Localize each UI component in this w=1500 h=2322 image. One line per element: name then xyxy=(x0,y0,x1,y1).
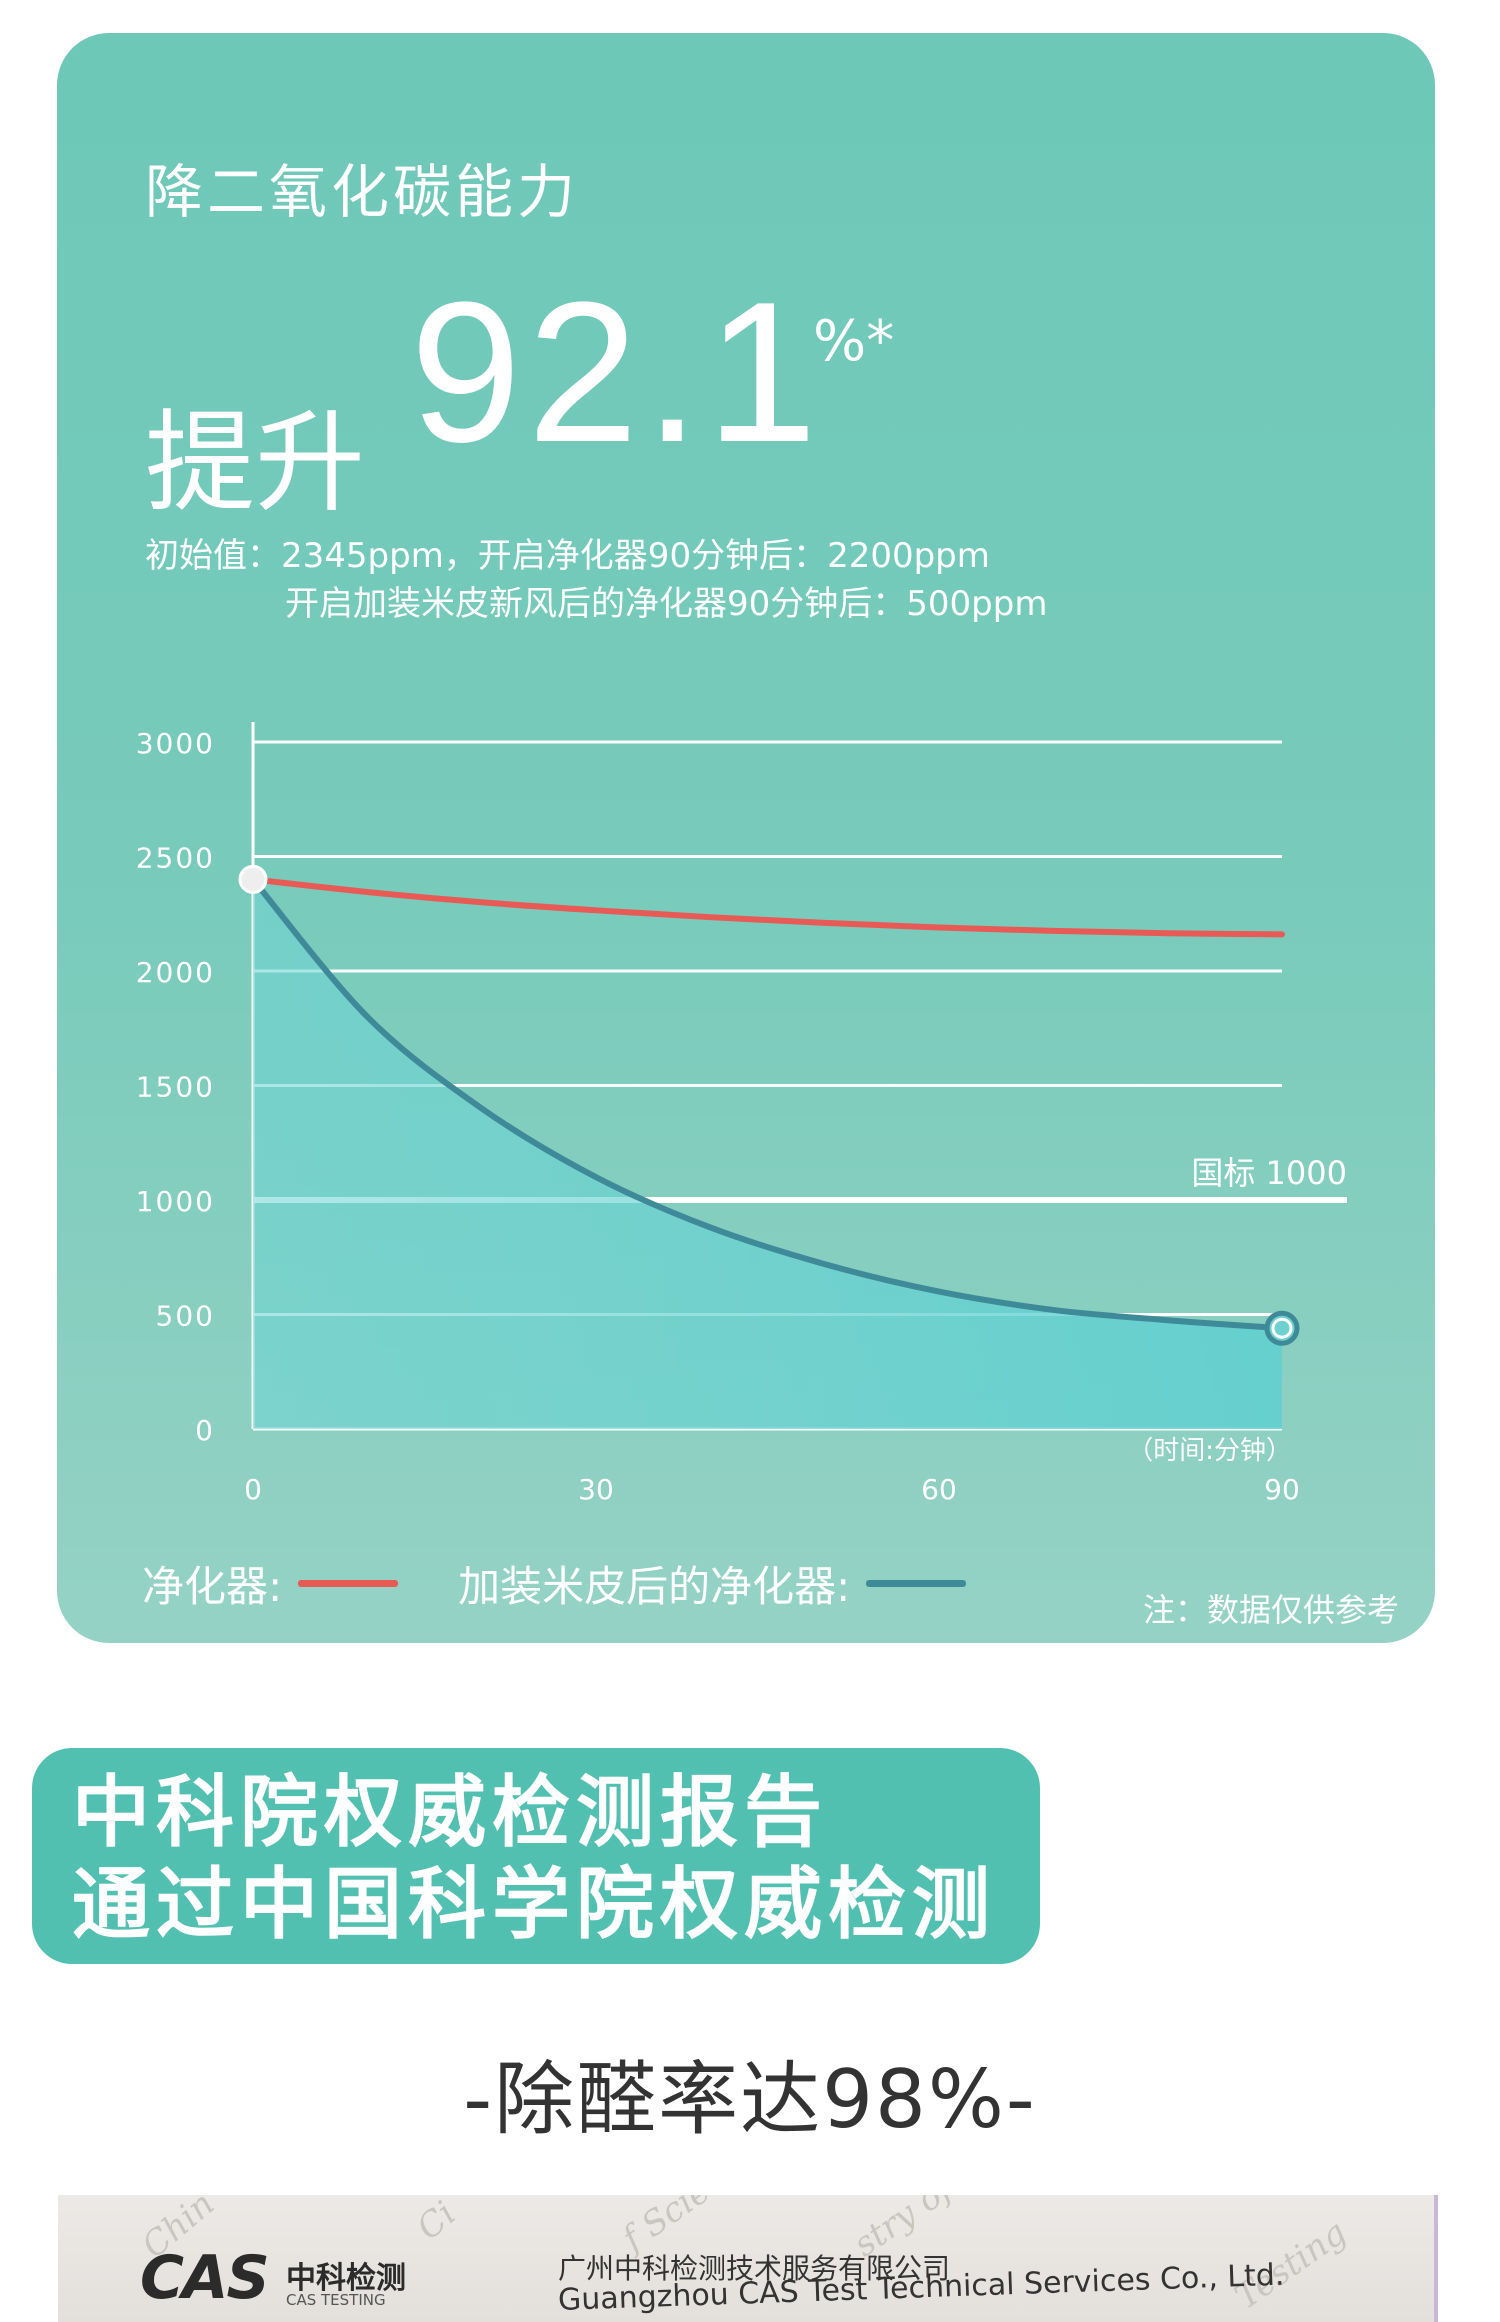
cas-logo-cn: 中科检测 xyxy=(286,2261,406,2296)
card-title: 降二氧化碳能力 xyxy=(145,158,580,226)
banner-line-2: 通过中国科学院权威检测 xyxy=(72,1860,997,1950)
co2-line-chart: 3000 2500 2000 1500 1000 500 00 30 60 90 （时间:分钟） 国标… xyxy=(136,722,1347,1506)
y-tick-label: 2000 xyxy=(136,956,215,989)
headline-unit: %* xyxy=(813,309,895,374)
x-tick-label: 90 xyxy=(1264,1473,1300,1506)
disclaimer: 注：数据仅供参考 xyxy=(1142,1591,1399,1629)
note-line-2: 开启加装米皮新风后的净化器90分钟后：500ppm xyxy=(285,584,1048,624)
y-tick-label: 2500 xyxy=(136,842,215,875)
headline-prefix: 提升 xyxy=(145,399,365,527)
certificate-strip: Chin Ci f Scie stry of Testing CAS 中科检测 … xyxy=(58,2195,1438,2322)
start-point-marker xyxy=(238,864,268,894)
banner-line-1: 中科院权威检测报告 xyxy=(72,1768,829,1858)
series-line-purifier xyxy=(250,876,1285,938)
headline-value: 92.1 xyxy=(410,261,824,484)
x-tick-label: 30 xyxy=(578,1473,614,1506)
note-line-1: 初始值：2345ppm，开启净化器90分钟后：2200ppm xyxy=(145,536,990,576)
y-tick-label: 0 xyxy=(195,1414,215,1447)
formaldehyde-subtitle: -除醛率达98%- xyxy=(463,2053,1037,2146)
end-point-marker xyxy=(1264,1310,1300,1346)
certificate-edge xyxy=(1434,2195,1438,2322)
legend-swatch-purifier-mipi xyxy=(866,1580,967,1587)
x-tick-label: 0 xyxy=(244,1473,262,1506)
series-area-purifier-mipi xyxy=(253,879,1282,1429)
cas-logo-en: CAS TESTING xyxy=(286,2291,386,2309)
y-tick-label: 500 xyxy=(156,1300,215,1333)
legend-label-purifier: 净化器: xyxy=(142,1562,283,1611)
x-axis-label: （时间:分钟） xyxy=(1127,1436,1292,1466)
legend-swatch-purifier xyxy=(298,1580,399,1587)
x-tick-label: 60 xyxy=(921,1473,957,1506)
cas-banner: 中科院权威检测报告 通过中国科学院权威检测 xyxy=(32,1748,1040,1964)
y-tick-label: 1000 xyxy=(136,1185,215,1218)
series-line-purifier-mipi xyxy=(250,876,1285,1332)
reference-line-label: 国标 1000 xyxy=(1191,1154,1347,1192)
y-tick-label: 1500 xyxy=(136,1071,215,1104)
y-tick-label: 3000 xyxy=(136,727,215,760)
co2-card: 降二氧化碳能力 提升 92.1 %* 初始值：2345ppm，开启净化器90分钟… xyxy=(57,33,1435,1643)
end-point-marker-ring xyxy=(1271,1317,1293,1339)
watermark-decoration: Ci xyxy=(409,2195,464,2249)
company-name-cn: 广州中科检测技术服务有限公司 xyxy=(558,2252,951,2285)
legend-label-purifier-mipi: 加装米皮后的净化器: xyxy=(458,1562,851,1611)
cas-logo: CAS xyxy=(140,2243,270,2313)
chart-legend: 净化器: 加装米皮后的净化器: xyxy=(142,1553,1026,1614)
